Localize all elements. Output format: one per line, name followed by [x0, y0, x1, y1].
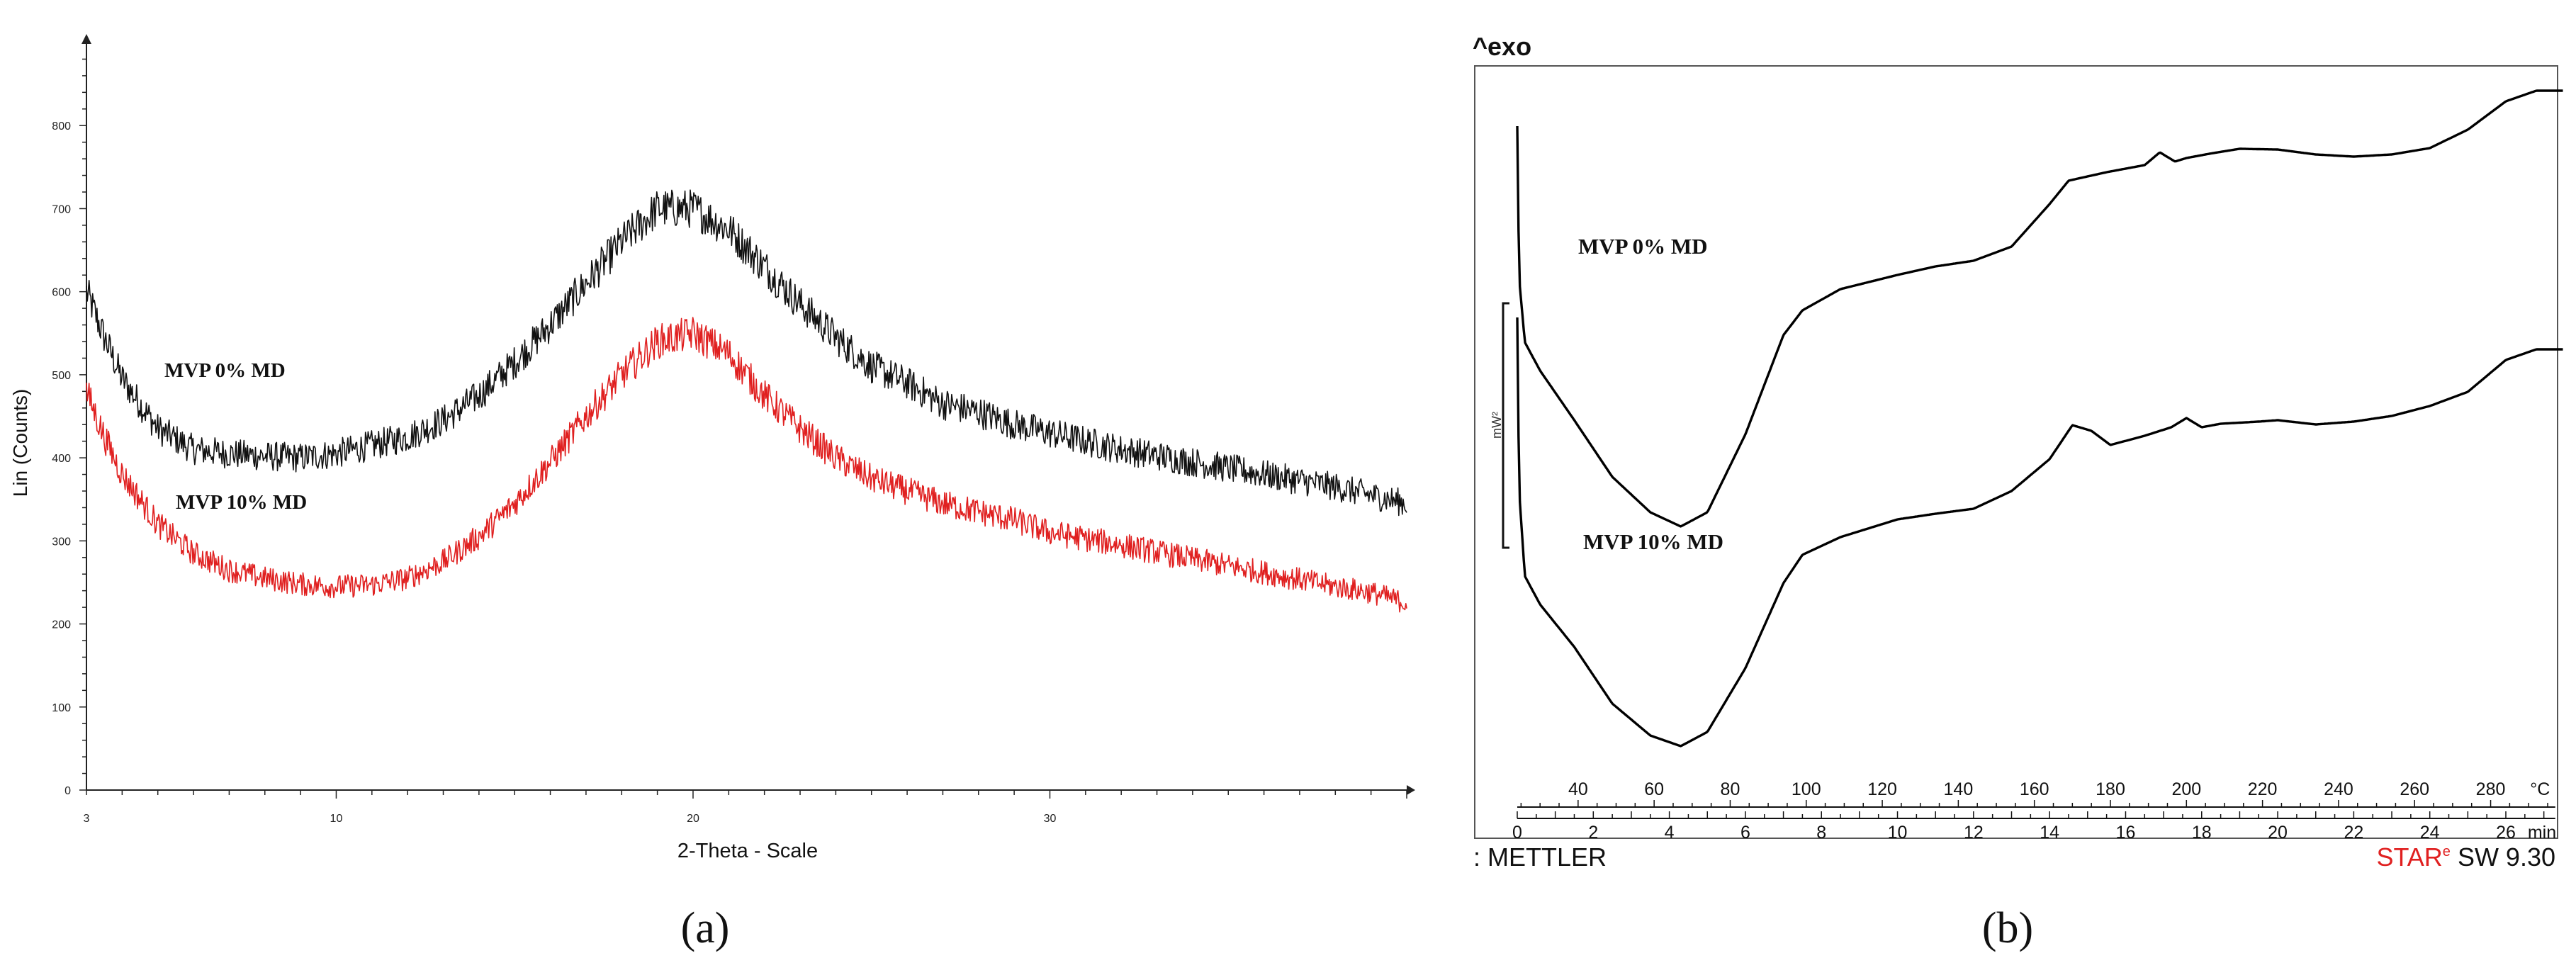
panel-b-frame — [1474, 65, 2558, 839]
panel-b-temp-tick-label: 140 — [1944, 779, 1974, 799]
panel-a-y-arrow — [81, 34, 91, 44]
panel-a-series-label-0: MVP 0% MD — [164, 359, 286, 382]
panel-b-temp-tick-label: 80 — [1721, 779, 1740, 799]
panel-a-y-tick-label: 400 — [52, 453, 71, 465]
panel-a-axes: 0 100 200 300 400 500 600 700 800 3 10 20 30 — [52, 34, 1415, 825]
panel-a-series-label-1: MVP 10% MD — [176, 491, 307, 514]
panel-b-temp-tick-label: 40 — [1568, 779, 1588, 799]
panel-b-time-tick-label: 14 — [2040, 823, 2059, 842]
panel-b-temp-tick-label: 60 — [1644, 779, 1664, 799]
panel-b-temp-tick-label: 200 — [2171, 779, 2201, 799]
panel-b-temp-unit: °C — [2530, 779, 2550, 799]
panel-b-temp-tick-label: 100 — [1792, 779, 1821, 799]
panel-b-time-tick-label: 26 — [2496, 823, 2516, 842]
panel-b-time-tick-label: 4 — [1665, 823, 1675, 842]
panel-b-time-tick-label: 16 — [2116, 823, 2136, 842]
panel-b-temp-tick-label: 280 — [2476, 779, 2506, 799]
panel-b-temp-tick-label: 220 — [2248, 779, 2278, 799]
panel-b-temp-tick-label: 160 — [2020, 779, 2049, 799]
panel-b-temp-tick-label: 180 — [2096, 779, 2125, 799]
panel-a-y-tick-label: 700 — [52, 203, 71, 215]
panel-a-y-tick-label: 200 — [52, 619, 71, 631]
panel-a-x-axis-label: 2-Theta - Scale — [677, 840, 818, 862]
panel-b-series-0-line — [1516, 89, 2563, 528]
panel-b-time-tick-label: 2 — [1588, 823, 1598, 842]
panel-a-series — [86, 189, 1407, 613]
panel-b-caption: (b) — [1982, 904, 2033, 952]
panel-b-time-tick-label: 8 — [1816, 823, 1826, 842]
panel-b-time-unit: min — [2528, 823, 2556, 842]
panel-b-temp-tick-label: 260 — [2400, 779, 2429, 799]
panel-b-scale-bar: mW² — [1490, 302, 1509, 549]
panel-b-time-tick-label: 12 — [1964, 823, 1984, 842]
panel-b-time-tick-label: 22 — [2344, 823, 2363, 842]
panel-a-y-tick-label: 100 — [52, 702, 71, 714]
panel-a-y-tick-label: 500 — [52, 370, 71, 382]
panel-a-y-tick-label: 0 — [64, 785, 71, 797]
panel-a-series-1-line — [86, 317, 1407, 613]
panel-b-series — [1516, 89, 2563, 748]
panel-a-x-arrow — [1407, 785, 1415, 795]
panel-a-series-0-line — [86, 189, 1407, 517]
panel-b-dsc-chart: ^exo 40 60 80 100 120 140 160 180 200 220 240 260 28… — [1473, 32, 2563, 952]
brand-e: e — [2443, 844, 2451, 860]
panel-b-time-tick-label: 6 — [1740, 823, 1750, 842]
brand-s: S — [2376, 842, 2393, 872]
panel-a-y-tick-label: 600 — [52, 287, 71, 299]
panel-a-x-tick-label: 10 — [330, 813, 343, 825]
panel-b-series-1-line — [1516, 317, 2563, 748]
panel-a-caption: (a) — [681, 904, 730, 952]
panel-b-time-tick-label: 18 — [2192, 823, 2212, 842]
footer-version: SW 9.30 — [2458, 842, 2555, 872]
panel-b-footer-right: STARe SW 9.30 — [2376, 842, 2555, 872]
panel-a-y-tick-label: 800 — [52, 120, 71, 133]
panel-a-y-tick-label: 300 — [52, 536, 71, 548]
brand-spacer — [2451, 842, 2458, 872]
panel-a-y-axis-label: Lin (Counts) — [9, 389, 31, 497]
panel-b-footer-left: : METTLER — [1473, 842, 1607, 872]
panel-a-x-tick-label: 20 — [687, 813, 699, 825]
brand-tar: TAR — [2393, 842, 2442, 872]
panel-b-scale-bar-label: mW² — [1490, 412, 1504, 439]
panel-b-time-tick-label: 20 — [2268, 823, 2288, 842]
panel-a-xrd-chart: 0 100 200 300 400 500 600 700 800 3 10 20 30 Lin (Co… — [9, 34, 1415, 952]
panel-b-temp-tick-label: 240 — [2324, 779, 2353, 799]
panel-b-time-tick-label: 0 — [1512, 823, 1522, 842]
panel-b-time-tick-label: 24 — [2420, 823, 2440, 842]
panel-a-x-tick-label: 30 — [1044, 813, 1057, 825]
panel-b-series-label-1: MVP 10% MD — [1583, 529, 1723, 554]
panel-b-series-label-0: MVP 0% MD — [1578, 234, 1708, 259]
panel-b-axes: 40 60 80 100 120 140 160 180 200 220 240 260 280 °C0 2… — [1512, 779, 2556, 842]
panel-b-temp-tick-label: 120 — [1867, 779, 1897, 799]
panel-a-x-tick-label: 3 — [84, 813, 90, 825]
panel-b-exo-label: ^exo — [1473, 32, 1531, 61]
panel-b-time-tick-label: 10 — [1888, 823, 1908, 842]
